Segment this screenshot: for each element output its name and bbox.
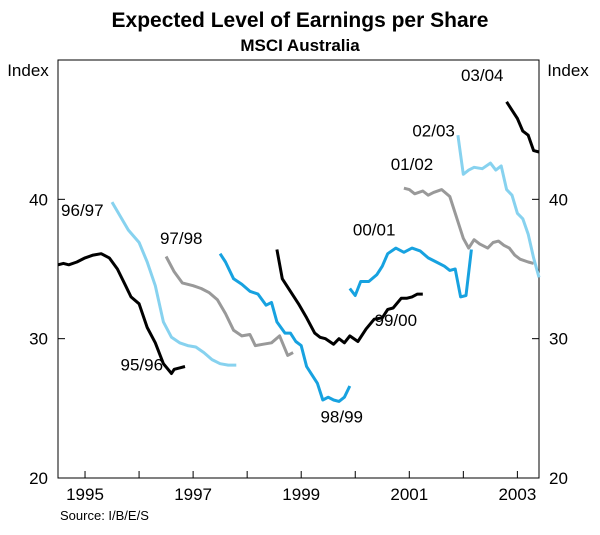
series-label-99-00: 99/00 — [375, 311, 418, 330]
y-axis-label-left: Index — [7, 61, 49, 80]
chart-subtitle: MSCI Australia — [240, 36, 360, 55]
chart-title: Expected Level of Earnings per Share — [112, 9, 489, 32]
x-tick-label: 2003 — [498, 485, 536, 504]
series-label-96-97: 96/97 — [61, 201, 104, 220]
source-note: Source: I/B/E/S — [60, 508, 149, 523]
y-tick-label-right: 20 — [549, 469, 568, 488]
series-label-00-01: 00/01 — [353, 221, 396, 240]
series-line-99-00 — [275, 249, 423, 346]
series-label-97-98: 97/98 — [160, 229, 203, 248]
x-tick-label: 2001 — [390, 485, 428, 504]
series-label-03-04: 03/04 — [461, 66, 504, 85]
series-line-97-98 — [164, 255, 294, 357]
y-tick-label-right: 30 — [549, 330, 568, 349]
plot-frame — [57, 59, 540, 479]
x-tick-label: 1997 — [174, 485, 212, 504]
series-line-02-03 — [456, 134, 541, 278]
y-tick-label-right: 40 — [549, 190, 568, 209]
series-line-00-01 — [348, 246, 473, 299]
series-line-03-04 — [505, 100, 540, 154]
x-tick-label: 1999 — [282, 485, 320, 504]
x-tick-label: 1995 — [66, 485, 104, 504]
series-line-01-02 — [403, 186, 534, 265]
y-axis-label-right: Index — [547, 61, 589, 80]
y-tick-label-left: 40 — [29, 190, 48, 209]
series-line-95-96 — [57, 252, 186, 375]
series-label-01-02: 01/02 — [391, 155, 434, 174]
y-tick-label-left: 30 — [29, 330, 48, 349]
series-label-02-03: 02/03 — [412, 122, 455, 141]
series-line-96-97 — [110, 201, 237, 367]
series-line-98-99 — [218, 252, 352, 403]
series-label-98-99: 98/99 — [320, 407, 363, 426]
series-label-95-96: 95/96 — [120, 356, 163, 375]
y-tick-label-left: 20 — [29, 469, 48, 488]
